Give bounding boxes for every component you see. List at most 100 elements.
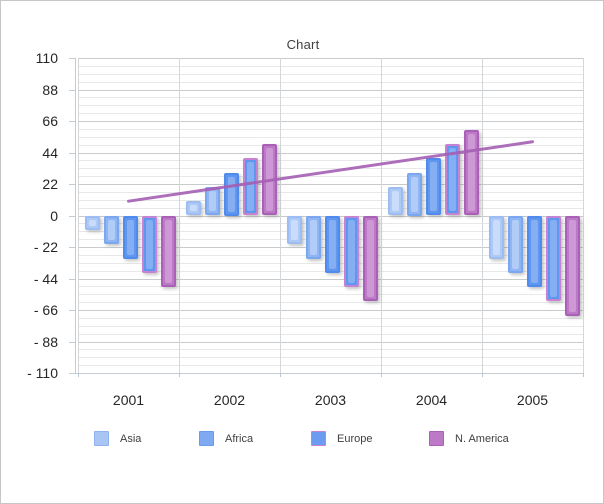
gridline-minor: [78, 349, 583, 351]
bar-highlight: [89, 219, 96, 226]
bar-highlight: [127, 219, 134, 255]
bar-highlight: [367, 219, 374, 298]
gridline-vertical: [583, 58, 584, 373]
gridline-minor: [78, 357, 583, 359]
bar-europe-2003[interactable]: [344, 215, 359, 288]
y-axis-label: 66: [42, 113, 58, 129]
legend-label: Asia: [120, 433, 142, 445]
gridline-minor: [78, 286, 583, 288]
bar-highlight: [165, 219, 172, 284]
y-axis-label: - 44: [33, 270, 58, 287]
gridline-major: [78, 89, 583, 91]
bar-africa-2001[interactable]: [104, 215, 119, 245]
y-axis-tick: [69, 152, 75, 154]
bar-highlight: [247, 162, 254, 212]
y-axis-label: 22: [42, 176, 58, 192]
bar-asia-2004[interactable]: [388, 186, 403, 216]
legend-swatch-africa: [199, 431, 214, 446]
gridline-minor: [78, 144, 583, 146]
y-axis-label: - 110: [27, 365, 58, 381]
x-axis-tick: [583, 373, 584, 377]
gridline-minor: [78, 105, 583, 107]
y-axis-tick: [69, 89, 75, 91]
bar-highlight: [190, 205, 197, 212]
gridline-minor: [78, 128, 583, 130]
y-axis-label: - 66: [33, 302, 58, 318]
bar-highlight: [291, 219, 298, 241]
bar-highlight: [411, 176, 418, 212]
bar-highlight: [329, 219, 336, 269]
y-axis-tick: [69, 310, 75, 311]
bar-series3-2003[interactable]: [325, 215, 340, 273]
bar-highlight: [209, 190, 216, 212]
bar-n-america-2005[interactable]: [565, 215, 580, 316]
y-axis-tick: [69, 215, 75, 217]
bar-asia-2003[interactable]: [287, 215, 302, 245]
bar-n-america-2003[interactable]: [363, 215, 378, 302]
x-axis-label: 2002: [213, 392, 246, 408]
gridline-minor: [78, 302, 583, 304]
y-axis-tick: [69, 341, 75, 343]
bar-africa-2004[interactable]: [407, 172, 422, 216]
x-axis-label: 2005: [516, 392, 549, 408]
bar-highlight: [449, 147, 456, 212]
bar-europe-2001[interactable]: [142, 215, 157, 273]
gridline-minor: [78, 333, 583, 335]
y-axis-tick: [69, 278, 75, 280]
bar-europe-2002[interactable]: [243, 158, 258, 216]
x-axis-label: 2001: [112, 392, 145, 408]
bar-highlight: [430, 162, 437, 212]
gridline-major: [78, 184, 583, 185]
gridline-vertical: [280, 58, 281, 373]
y-axis-tick: [69, 373, 75, 374]
y-axis-tick: [69, 58, 75, 59]
bar-asia-2005[interactable]: [489, 215, 504, 259]
gridline-minor: [78, 365, 583, 367]
bar-series3-2005[interactable]: [527, 215, 542, 288]
bar-asia-2001[interactable]: [85, 215, 100, 230]
gridline-minor: [78, 199, 583, 201]
gridline-major: [78, 310, 583, 311]
bar-africa-2003[interactable]: [306, 215, 321, 259]
bar-europe-2005[interactable]: [546, 215, 561, 302]
legend-swatch-asia: [94, 431, 109, 446]
trend-line[interactable]: [127, 140, 534, 203]
gridline-minor: [78, 65, 583, 67]
gridline-minor: [78, 81, 583, 83]
bar-series3-2004[interactable]: [426, 158, 441, 216]
legend-swatch-n-america: [429, 431, 444, 446]
bar-n-america-2001[interactable]: [161, 215, 176, 288]
x-axis-line: [75, 373, 583, 374]
bar-highlight: [493, 219, 500, 255]
bar-highlight: [550, 219, 557, 298]
gridline-minor: [78, 176, 583, 178]
bar-highlight: [392, 190, 399, 212]
y-axis-label: - 88: [33, 333, 58, 350]
gridline-minor: [78, 317, 583, 319]
gridline-vertical: [381, 58, 382, 373]
gridline-major: [78, 58, 583, 59]
bar-europe-2004[interactable]: [445, 143, 460, 216]
y-axis-tick: [69, 247, 75, 248]
bar-series3-2002[interactable]: [224, 172, 239, 216]
bar-highlight: [569, 219, 576, 312]
legend-swatch-europe: [311, 431, 326, 446]
x-axis-tick: [280, 373, 281, 377]
gridline-major: [78, 341, 583, 343]
y-axis-label: 44: [42, 144, 58, 161]
gridline-minor: [78, 168, 583, 170]
legend-label: Africa: [225, 433, 254, 445]
bar-highlight: [468, 133, 475, 212]
gridline-vertical: [78, 58, 79, 373]
bar-series3-2001[interactable]: [123, 215, 138, 259]
x-axis-tick: [78, 373, 79, 377]
bar-asia-2002[interactable]: [186, 201, 201, 216]
bar-africa-2005[interactable]: [508, 215, 523, 273]
x-axis-label: 2003: [314, 392, 347, 408]
x-axis-tick: [381, 373, 382, 377]
x-axis-label: 2004: [415, 392, 448, 408]
gridline-minor: [78, 160, 583, 162]
y-axis-tick: [69, 121, 75, 122]
